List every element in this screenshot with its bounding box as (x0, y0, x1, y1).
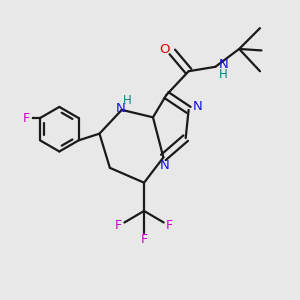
Text: N: N (116, 102, 125, 115)
Text: H: H (219, 68, 228, 81)
Text: N: N (193, 100, 202, 113)
Text: N: N (160, 159, 170, 172)
Text: N: N (219, 58, 229, 71)
Text: O: O (160, 43, 170, 56)
Text: F: F (22, 112, 30, 124)
Text: F: F (115, 219, 122, 232)
Text: F: F (140, 233, 148, 246)
Text: F: F (166, 219, 173, 232)
Text: H: H (123, 94, 131, 107)
